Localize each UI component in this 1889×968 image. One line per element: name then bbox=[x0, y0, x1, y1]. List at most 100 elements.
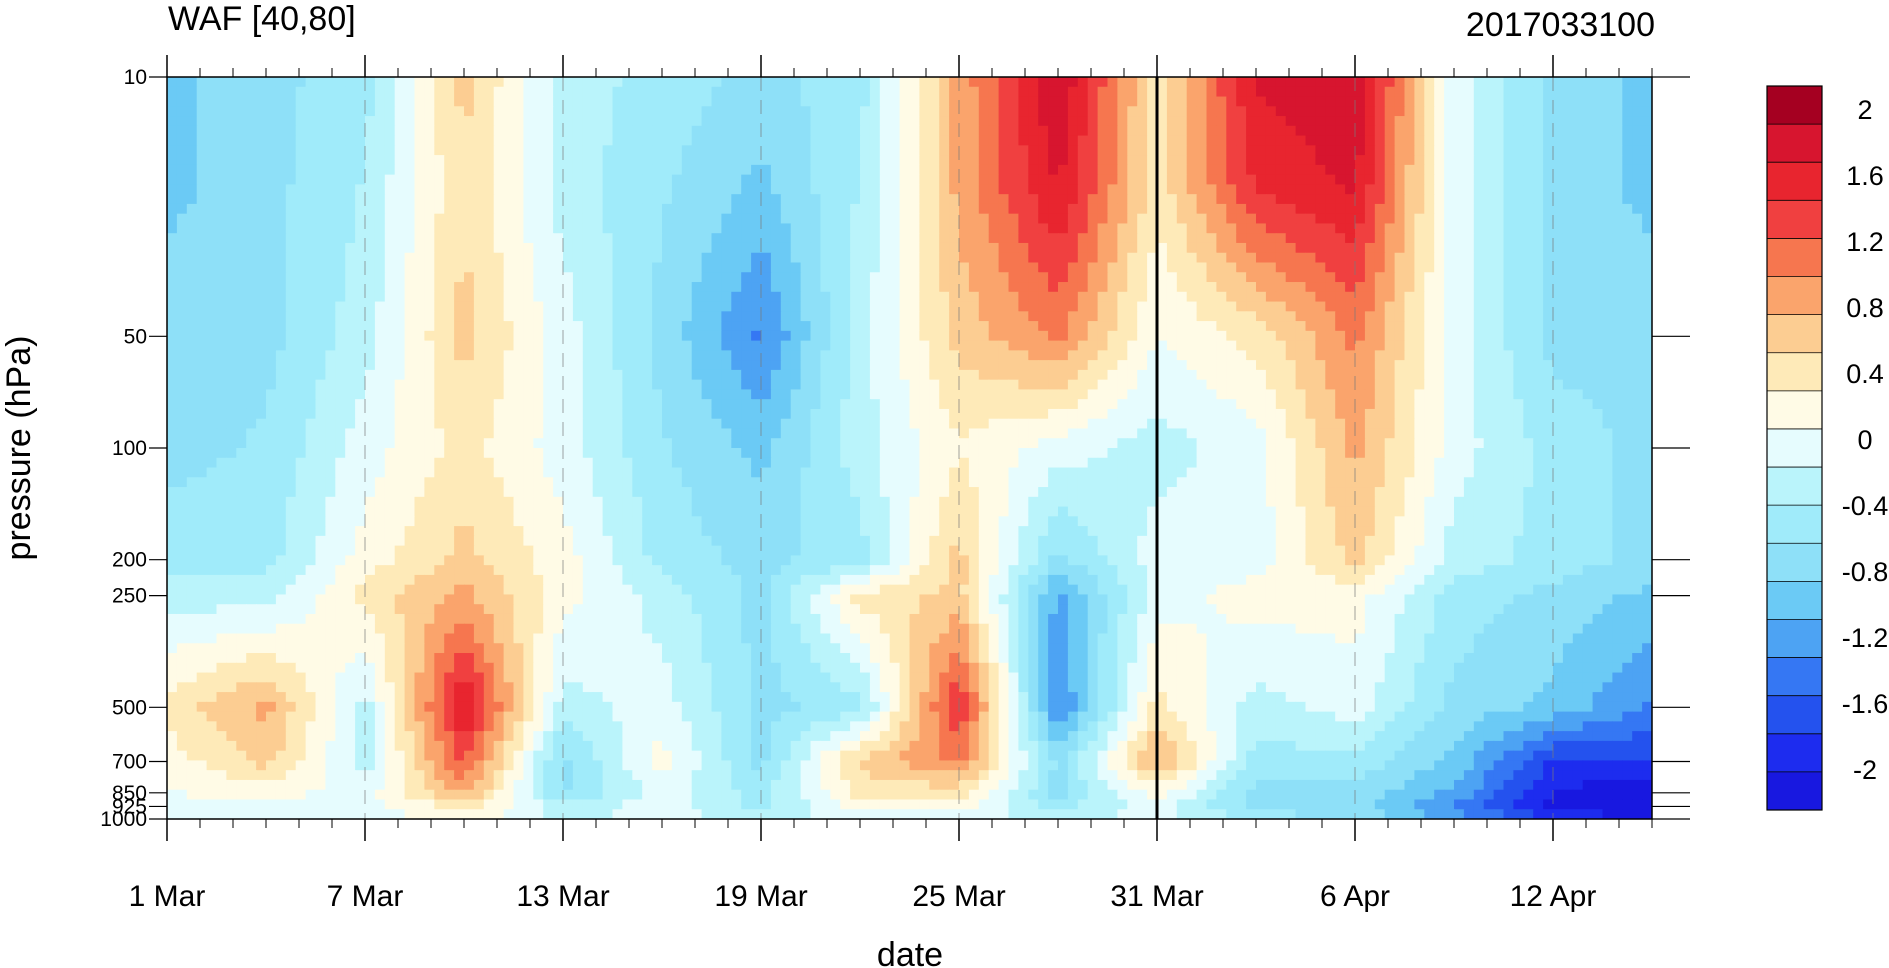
field-cell bbox=[632, 369, 643, 381]
field-cell bbox=[295, 135, 307, 146]
field-cell bbox=[1058, 389, 1069, 400]
field-cell bbox=[285, 301, 297, 312]
field-cell bbox=[1364, 86, 1376, 98]
field-cell bbox=[909, 125, 920, 137]
field-cell bbox=[1632, 242, 1643, 254]
field-cell bbox=[543, 262, 554, 273]
field-cell bbox=[582, 194, 594, 205]
field-cell bbox=[523, 301, 534, 312]
field-cell bbox=[1285, 272, 1297, 283]
field-cell bbox=[1394, 350, 1406, 361]
field-cell bbox=[998, 340, 1010, 351]
field-cell bbox=[1404, 272, 1415, 283]
field-cell bbox=[1226, 369, 1237, 381]
field-cell bbox=[1622, 116, 1633, 127]
field-cell bbox=[652, 282, 663, 293]
field-cell bbox=[691, 321, 703, 332]
field-cell bbox=[929, 155, 940, 166]
field-cell bbox=[1028, 203, 1039, 215]
field-cell bbox=[1256, 106, 1267, 117]
field-cell bbox=[800, 116, 812, 127]
field-cell bbox=[1424, 321, 1435, 332]
field-cell bbox=[345, 360, 356, 371]
field-cell bbox=[919, 379, 930, 391]
field-cell bbox=[810, 330, 821, 342]
field-cell bbox=[1295, 155, 1307, 166]
field-cell bbox=[1157, 125, 1168, 137]
field-cell bbox=[1018, 174, 1029, 185]
field-cell bbox=[1285, 86, 1297, 98]
field-cell bbox=[285, 116, 297, 127]
field-cell bbox=[1493, 155, 1505, 166]
field-cell bbox=[1166, 379, 1178, 391]
field-cell bbox=[671, 194, 683, 205]
field-cell bbox=[1077, 184, 1089, 195]
field-cell bbox=[285, 272, 297, 283]
field-cell bbox=[325, 282, 336, 293]
field-cell bbox=[909, 291, 920, 303]
field-cell bbox=[1058, 311, 1069, 322]
field-cell bbox=[671, 311, 683, 322]
field-cell bbox=[1117, 96, 1128, 107]
field-cell bbox=[206, 86, 218, 98]
field-cell bbox=[919, 223, 930, 234]
field-cell bbox=[869, 203, 881, 215]
field-cell bbox=[325, 340, 336, 351]
field-cell bbox=[454, 77, 465, 88]
field-cell bbox=[830, 291, 841, 303]
field-cell bbox=[1345, 340, 1356, 351]
field-cell bbox=[315, 203, 326, 215]
field-cell bbox=[572, 203, 584, 215]
field-cell bbox=[275, 233, 287, 244]
field-cell bbox=[1176, 321, 1188, 332]
field-cell bbox=[1483, 360, 1495, 371]
field-cell bbox=[1157, 145, 1168, 156]
field-cell bbox=[206, 399, 218, 410]
field-cell bbox=[305, 174, 317, 185]
field-cell bbox=[850, 252, 861, 264]
field-cell bbox=[582, 145, 594, 156]
field-cell bbox=[1503, 301, 1514, 312]
field-cell bbox=[1315, 203, 1326, 215]
field-cell bbox=[1176, 184, 1188, 195]
field-cell bbox=[1008, 145, 1019, 156]
field-cell bbox=[404, 77, 416, 88]
field-cell bbox=[1157, 223, 1168, 234]
field-cell bbox=[394, 174, 406, 185]
field-cell bbox=[1355, 360, 1366, 371]
field-cell bbox=[1454, 233, 1465, 244]
field-cell bbox=[404, 321, 416, 332]
field-cell bbox=[820, 389, 831, 400]
field-cell bbox=[1087, 194, 1099, 205]
field-cell bbox=[454, 96, 465, 107]
field-cell bbox=[1256, 321, 1267, 332]
field-cell bbox=[196, 155, 208, 166]
field-cell bbox=[563, 194, 574, 205]
field-cell bbox=[424, 291, 435, 303]
field-cell bbox=[949, 379, 960, 391]
field-cell bbox=[1493, 369, 1505, 381]
field-cell bbox=[236, 203, 247, 215]
field-cell bbox=[1602, 96, 1613, 107]
field-cell bbox=[1226, 360, 1237, 371]
field-cell bbox=[721, 184, 732, 195]
field-cell bbox=[1246, 252, 1257, 264]
field-cell bbox=[1553, 155, 1564, 166]
field-cell bbox=[1048, 350, 1059, 361]
field-cell bbox=[1295, 311, 1307, 322]
field-cell bbox=[493, 145, 505, 156]
field-cell bbox=[315, 399, 326, 410]
field-cell bbox=[1216, 77, 1227, 88]
field-cell bbox=[1127, 389, 1138, 400]
field-cell bbox=[1206, 321, 1217, 332]
field-cell bbox=[553, 223, 564, 234]
field-cell bbox=[1256, 164, 1267, 176]
field-cell bbox=[691, 330, 703, 342]
field-cell bbox=[384, 96, 396, 107]
field-cell bbox=[1384, 213, 1396, 225]
field-cell bbox=[1572, 145, 1584, 156]
field-cell bbox=[305, 96, 317, 107]
field-cell bbox=[414, 282, 425, 293]
field-cell bbox=[1236, 321, 1247, 332]
field-cell bbox=[929, 321, 940, 332]
